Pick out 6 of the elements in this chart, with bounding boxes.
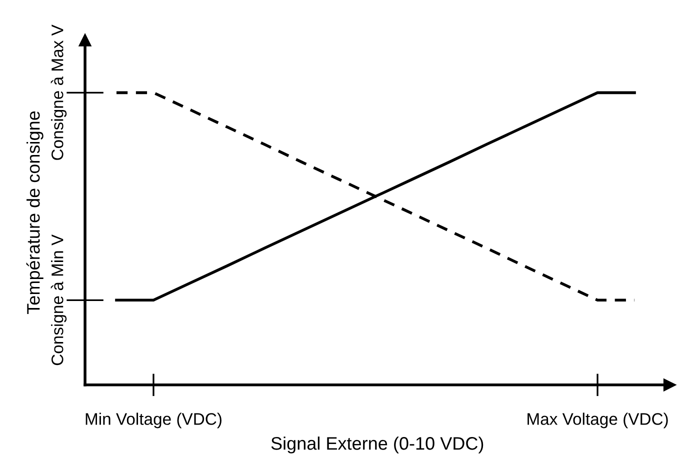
x-axis-title: Signal Externe (0-10 VDC)	[271, 436, 484, 454]
text: Consigne à Max V	[50, 24, 67, 160]
y-axis-title: Température de consigne	[26, 111, 44, 314]
x-tick-label: Min Voltage (VDC)	[86, 412, 222, 428]
text: Consigne à Min V	[50, 234, 67, 366]
x-tick-label: Max Voltage (VDC)	[528, 412, 668, 428]
